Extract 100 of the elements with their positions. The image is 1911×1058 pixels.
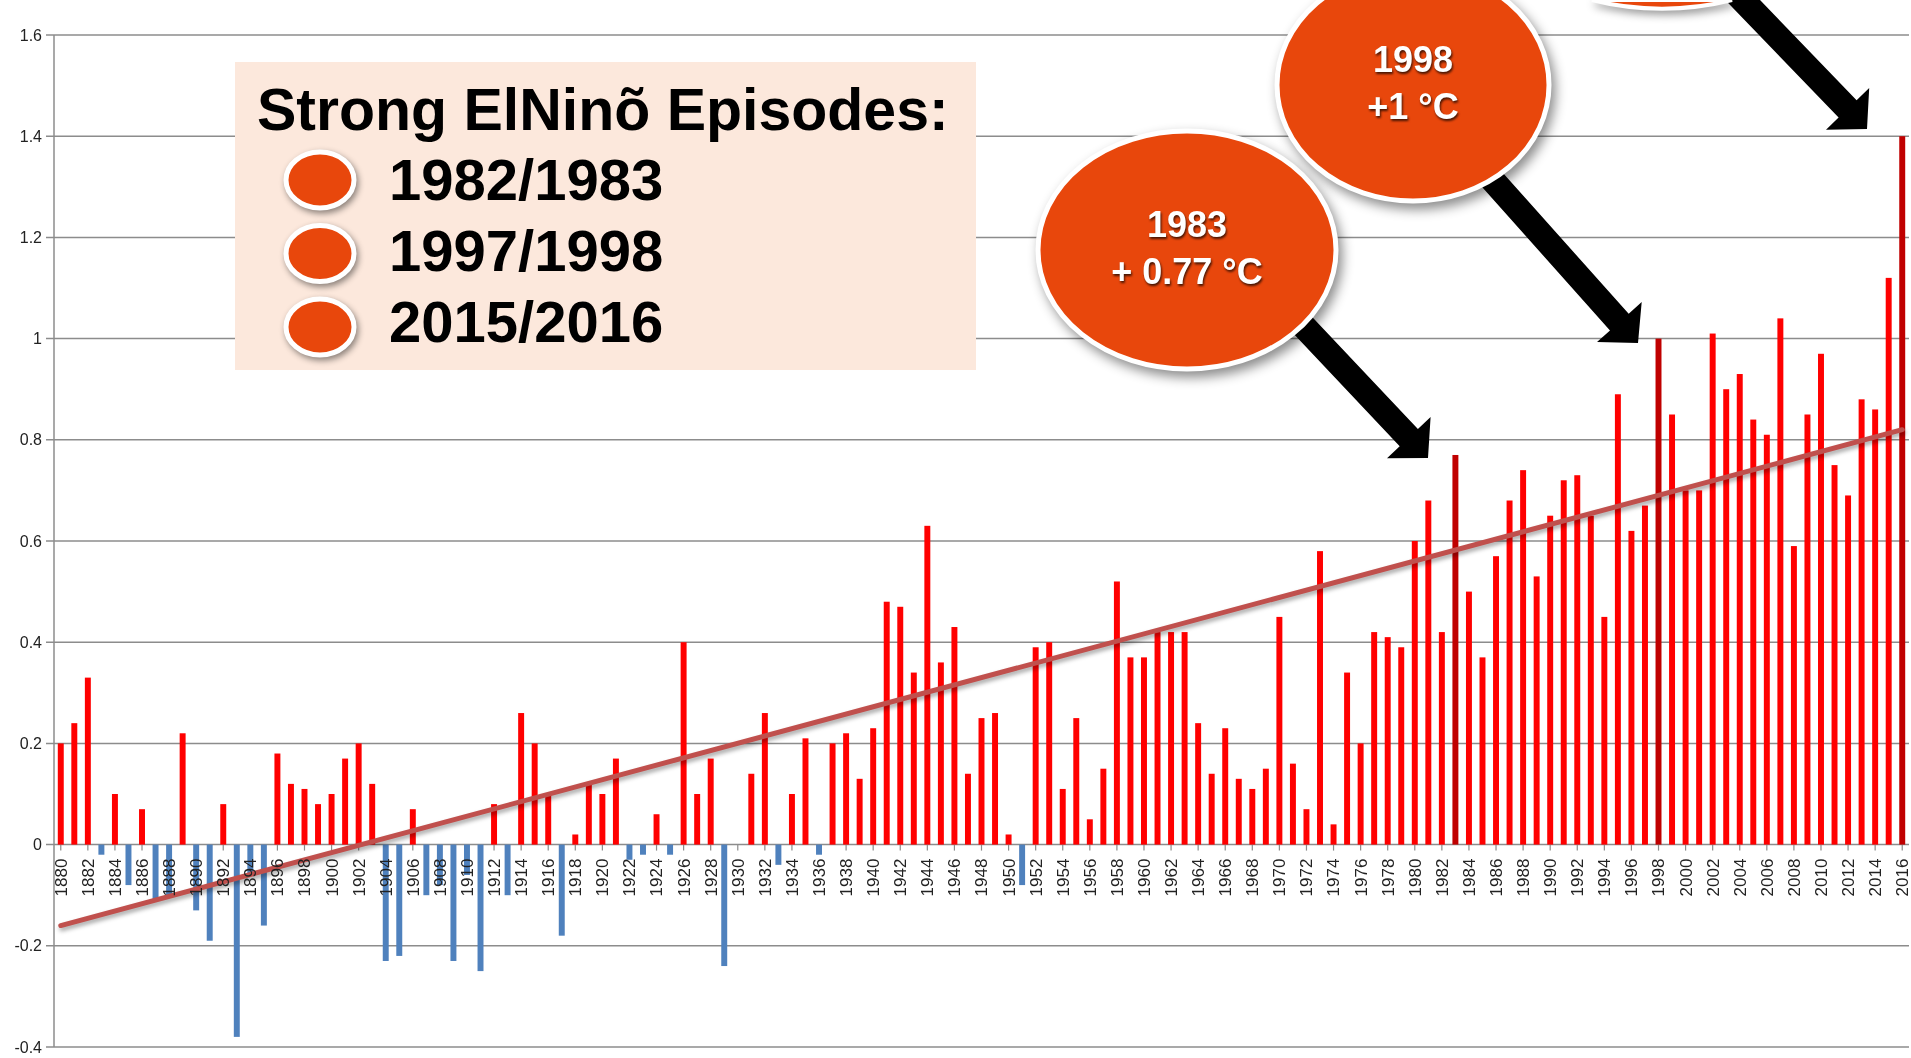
x-tick-label: 1918: [566, 858, 586, 897]
bar: [396, 844, 403, 956]
bar: [179, 733, 186, 845]
bar: [369, 783, 376, 845]
x-tick-label: 1962: [1162, 858, 1182, 897]
x-tick-label: 2006: [1757, 858, 1777, 897]
y-tick-label: -0.4: [14, 1038, 43, 1056]
bar: [1046, 642, 1053, 845]
y-tick-label: 0.4: [19, 633, 43, 651]
x-tick-label: 1986: [1486, 858, 1506, 897]
x-tick-label: 1942: [891, 858, 911, 897]
bar: [599, 794, 606, 845]
bar: [1845, 495, 1852, 845]
bar: [1262, 768, 1269, 845]
bar: [1384, 637, 1391, 845]
annotation: 1997/1998: [389, 218, 664, 283]
bar: [71, 723, 78, 845]
bar: [1831, 465, 1838, 845]
bar: [1222, 728, 1229, 845]
bar: [342, 758, 349, 845]
y-tick-label: 0.8: [19, 431, 43, 449]
x-tick-label: 1894: [241, 858, 261, 897]
x-tick-label: 1910: [457, 858, 477, 897]
bar: [531, 743, 538, 845]
bar: [870, 728, 877, 845]
bar: [1438, 632, 1445, 845]
bar: [1723, 389, 1730, 845]
bar: [1303, 809, 1310, 845]
bar: [937, 662, 944, 845]
bar: [910, 672, 917, 845]
x-tick-label: 1992: [1568, 858, 1588, 897]
x-tick-label: 1888: [160, 858, 180, 897]
bar: [1506, 500, 1513, 845]
bar: [1574, 475, 1581, 845]
x-tick-label: 1978: [1378, 858, 1398, 897]
bar: [1750, 419, 1757, 845]
bar: [84, 677, 91, 845]
bar: [1520, 470, 1527, 845]
x-tick-label: 1972: [1297, 858, 1317, 897]
x-tick-label: 2012: [1839, 858, 1859, 897]
x-tick-label: 1996: [1622, 858, 1642, 897]
x-tick-label: 1958: [1107, 858, 1127, 897]
x-tick-label: 1988: [1514, 858, 1534, 897]
bar: [328, 794, 335, 845]
bar: [1818, 353, 1824, 845]
x-tick-label: 2014: [1866, 858, 1886, 897]
bar: [518, 713, 525, 845]
bar: [653, 814, 660, 845]
x-tick-label: 1946: [945, 858, 965, 897]
x-tick-label: 1980: [1405, 858, 1425, 897]
x-tick-label: 1920: [593, 858, 613, 897]
x-tick-label: 1984: [1459, 858, 1479, 897]
bar: [1249, 788, 1256, 845]
bar: [1100, 768, 1107, 845]
x-tick-label: 1964: [1189, 858, 1209, 897]
bar: [1614, 394, 1621, 845]
y-tick-label: 0: [33, 836, 43, 854]
x-tick-label: 1960: [1134, 858, 1154, 897]
bar: [558, 844, 565, 936]
x-tick-label: 1948: [972, 858, 992, 897]
bar: [694, 794, 701, 845]
bar: [125, 844, 132, 886]
bar: [829, 743, 836, 845]
bar: [1709, 333, 1716, 845]
bar: [1425, 500, 1432, 845]
x-tick-label: 1968: [1243, 858, 1263, 897]
bar: [1019, 844, 1026, 886]
bar: [1289, 763, 1296, 845]
bar: [1777, 318, 1784, 845]
x-tick-label: 2016: [1893, 858, 1911, 897]
x-tick-label: 2010: [1811, 858, 1831, 897]
bar: [1628, 530, 1635, 845]
bar: [1208, 773, 1215, 845]
bar: [315, 804, 322, 845]
bar: [1195, 723, 1202, 845]
bar: [897, 606, 904, 845]
bar: [287, 783, 294, 845]
bar: [1344, 672, 1351, 845]
bar: [274, 753, 281, 845]
x-tick-label: 1928: [701, 858, 721, 897]
bar: [1790, 546, 1797, 845]
x-tick-label: 1886: [132, 858, 152, 897]
bar: [1276, 616, 1283, 845]
x-tick-label: 1938: [837, 858, 857, 897]
bar: [788, 794, 795, 845]
bar: [111, 794, 118, 845]
x-tick-label: 1956: [1080, 858, 1100, 897]
x-tick-label: 1998: [1649, 858, 1669, 897]
bar: [1411, 541, 1418, 845]
bar: [775, 844, 782, 865]
bar: [1032, 647, 1039, 845]
bar: [1398, 647, 1405, 845]
bar: [748, 773, 755, 845]
bar: [1452, 454, 1459, 845]
bar: [843, 733, 850, 845]
x-tick-label: 1924: [647, 858, 667, 897]
annotation: 1982/1983: [389, 147, 664, 212]
annotation: 1983 + 0.77 °C: [1111, 204, 1263, 293]
bar: [992, 713, 999, 845]
annotation: 1998 +1 °C: [1367, 39, 1459, 128]
